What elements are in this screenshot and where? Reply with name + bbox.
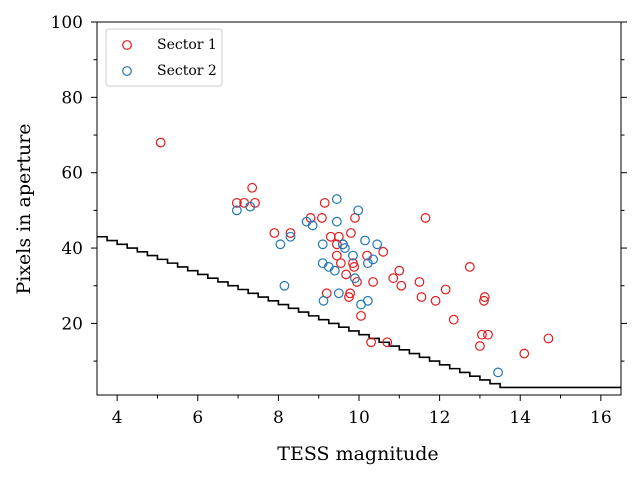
data-point [269, 228, 280, 238]
data-point [366, 337, 376, 348]
data-point [349, 261, 360, 272]
data-point [479, 295, 489, 306]
data-point [493, 367, 503, 378]
data-point [285, 231, 296, 242]
data-point [325, 231, 336, 242]
data-point [430, 295, 441, 306]
data-point [360, 235, 370, 246]
data-point [394, 265, 405, 276]
data-point [350, 273, 360, 284]
data-point [275, 239, 286, 250]
data-point [477, 329, 487, 340]
data-point [331, 250, 342, 261]
data-point [245, 201, 256, 212]
limit-step-line [97, 235, 621, 389]
y-tick-label: 80 [61, 88, 83, 108]
data-point [378, 246, 389, 257]
x-tick-label: 12 [429, 408, 451, 428]
legend-marker-sector-1 [122, 40, 132, 50]
data-point [231, 197, 242, 208]
data-point [396, 280, 407, 291]
data-point [333, 231, 344, 242]
data-point [317, 239, 328, 250]
legend-label-sector-1: Sector 1 [157, 37, 217, 53]
data-point [483, 329, 493, 340]
data-point [388, 273, 399, 284]
data-point [353, 205, 364, 216]
data-point [317, 213, 327, 223]
data-point [519, 348, 530, 359]
y-tick-label: 40 [61, 239, 83, 259]
limit-line-layer [97, 235, 621, 389]
data-point [318, 295, 329, 306]
data-point [341, 269, 352, 280]
data-point [155, 137, 166, 148]
legend: Sector 1 Sector 2 [105, 28, 223, 87]
data-point [475, 341, 485, 351]
data-point [279, 280, 290, 291]
series-sector-1 [155, 137, 554, 359]
data-point [382, 337, 393, 348]
x-axis-ticks: 4 6 8 10 12 14 16 [112, 395, 612, 428]
data-point [362, 295, 373, 306]
legend-marker-sector-2 [122, 66, 132, 76]
x-axis-label: TESS magnitude [277, 443, 438, 465]
data-point [231, 205, 242, 216]
series-sector-2 [231, 194, 503, 378]
data-point [372, 239, 383, 250]
data-point [335, 258, 346, 269]
data-point [346, 228, 356, 238]
data-point [339, 243, 350, 253]
data-point [368, 254, 379, 265]
x-tick-label: 6 [192, 408, 203, 428]
data-point [416, 292, 427, 302]
points-layer [155, 137, 554, 378]
data-point [543, 333, 554, 344]
data-point [448, 314, 459, 325]
data-point [307, 220, 318, 231]
data-point [479, 292, 490, 302]
y-axis-ticks: 20 40 60 80 100 [51, 13, 627, 362]
data-point [331, 216, 342, 227]
data-point [356, 310, 366, 321]
x-tick-label: 14 [509, 408, 531, 428]
data-point [440, 284, 451, 295]
data-point [420, 213, 431, 223]
data-point [331, 239, 342, 250]
data-point [464, 261, 475, 272]
x-tick-label: 8 [273, 408, 284, 428]
data-point [333, 288, 344, 299]
y-tick-label: 20 [61, 314, 83, 334]
y-axis-label: Pixels in aperture [13, 123, 35, 294]
data-point [345, 288, 356, 299]
x-tick-label: 4 [112, 408, 123, 428]
data-point [331, 194, 342, 204]
x-tick-label: 10 [348, 408, 370, 428]
y-tick-label: 100 [51, 13, 83, 33]
data-point [319, 197, 330, 208]
data-point [285, 228, 296, 238]
data-point [247, 182, 258, 193]
y-tick-label: 60 [61, 164, 83, 184]
data-point [329, 265, 340, 276]
x-tick-label: 16 [590, 408, 612, 428]
data-point [368, 277, 379, 287]
data-point [414, 277, 425, 287]
legend-label-sector-2: Sector 2 [157, 63, 217, 79]
legend-box [105, 28, 223, 87]
data-point [348, 250, 358, 261]
